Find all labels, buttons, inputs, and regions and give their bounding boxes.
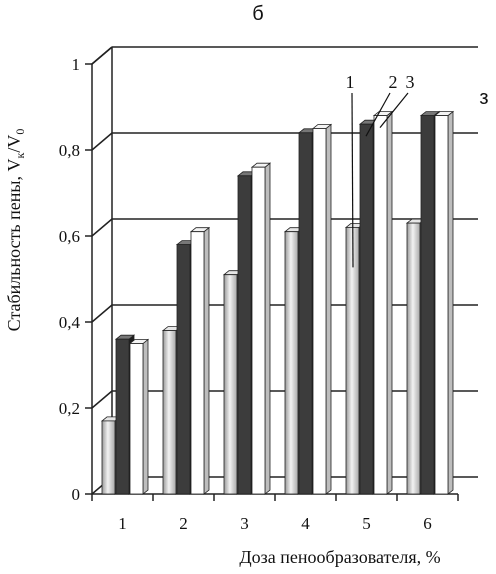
bar (101, 420, 116, 495)
bar-series-3-cat-6 (433, 110, 455, 495)
bar-series-3-cat-2 (189, 226, 211, 495)
bar (359, 123, 374, 495)
bar (115, 338, 130, 495)
bar-side (142, 338, 149, 495)
bar (251, 166, 266, 495)
series-label-3: 3 (406, 72, 415, 92)
x-tick-label: 1 (118, 514, 127, 533)
bar (312, 128, 327, 495)
x-tick-labels: 1 2 3 4 5 6 (91, 494, 459, 533)
bar (190, 231, 205, 495)
series-leader-line (365, 92, 391, 137)
y-axis-title-main: Стабильность пены, V (4, 159, 24, 332)
bar-series-3-cat-5 (372, 110, 394, 495)
x-tick-label: 4 (301, 514, 310, 533)
y-axis-title-sub2: 0 (13, 129, 27, 135)
x-tick-label: 5 (362, 514, 371, 533)
bars (100, 110, 455, 495)
y-axis-title-mid: /V (4, 135, 24, 153)
y-tick-label: 0,8 (59, 141, 80, 160)
bar-side (264, 162, 271, 495)
y-tick-labels: 0 0,2 0,4 0,6 0,8 1 (59, 55, 81, 504)
corner-label: з (479, 87, 488, 109)
bar (129, 343, 144, 495)
bar (373, 115, 388, 495)
y-tick-label: 0,4 (59, 313, 81, 332)
grid-depth-line (91, 132, 113, 151)
bar (406, 222, 421, 495)
y-tick-label: 1 (72, 55, 81, 74)
y-axis-title: Стабильность пены, Vк/V0 (4, 129, 27, 332)
bar (162, 330, 177, 495)
y-tick-label: 0,2 (59, 399, 80, 418)
bar-series-3-cat-4 (311, 123, 333, 495)
bar (284, 231, 299, 495)
y-tick-label: 0,6 (59, 227, 80, 246)
bar-series-3-cat-1 (128, 338, 150, 495)
bar-side (386, 110, 393, 495)
x-axis-title: Доза пенообразователя, % (239, 547, 440, 567)
bar-series-3-cat-3 (250, 162, 272, 495)
bar (176, 244, 191, 495)
bar-side (325, 123, 332, 495)
x-tick-label: 6 (423, 514, 432, 533)
series-label-2: 2 (389, 72, 398, 92)
x-tick-label: 2 (179, 514, 188, 533)
bar (223, 274, 238, 495)
bar-side (447, 110, 454, 495)
bar (298, 132, 313, 495)
bar-side (203, 226, 210, 495)
bar (237, 175, 252, 495)
grid-depth-line (91, 304, 113, 323)
series-leader-line (351, 92, 354, 268)
y-tick-label: 0 (72, 485, 81, 504)
series-label-1: 1 (346, 72, 355, 92)
grid-depth-line (91, 390, 113, 409)
grid-depth-line (91, 46, 113, 65)
bar (434, 115, 449, 495)
panel-label: б (252, 3, 263, 25)
y-axis-title-sub1: к (13, 153, 27, 159)
grid-depth-line (91, 218, 113, 237)
bar (420, 115, 435, 495)
x-tick-label: 3 (240, 514, 249, 533)
series-leader-line (379, 92, 409, 128)
